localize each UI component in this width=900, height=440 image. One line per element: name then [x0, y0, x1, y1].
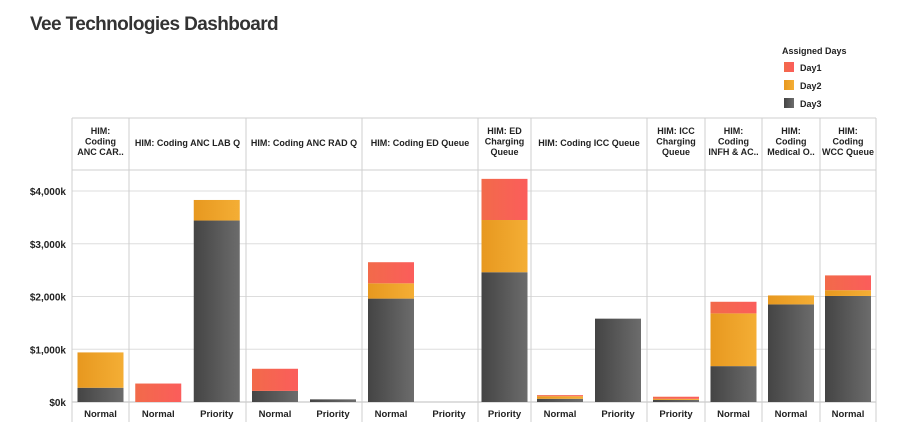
bar-segment-day3[interactable] [481, 272, 528, 402]
bar-segment-day2[interactable] [368, 283, 414, 299]
x-category-label: Priority [432, 409, 466, 420]
y-tick-label: $3,000k [30, 240, 67, 251]
panel-header-label: Charging [485, 137, 525, 147]
x-category-label: Priority [200, 409, 234, 420]
bar-segment-day1[interactable] [135, 383, 182, 402]
x-category-label: Priority [316, 409, 350, 420]
panel-header-label: INFH & AC.. [708, 147, 758, 157]
legend-title: Assigned Days [782, 46, 847, 56]
bar-layer [77, 178, 871, 402]
y-tick-label: $4,000k [30, 187, 67, 198]
panel-header-label: HIM: Coding ANC RAD Q [251, 138, 357, 148]
panel-header-label: HIM: [724, 126, 744, 136]
bar-segment-day1[interactable] [481, 178, 528, 221]
x-category-label: Normal [375, 409, 408, 420]
bar-segment-day3[interactable] [653, 399, 699, 402]
legend-label-day2: Day2 [800, 81, 822, 91]
x-category-label: Priority [601, 409, 635, 420]
panel-header-label: HIM: [91, 126, 111, 136]
legend-label-day1: Day1 [800, 63, 822, 73]
bar-segment-day2[interactable] [653, 398, 699, 400]
x-category-label: Priority [659, 409, 693, 420]
legend: Assigned Days Day1 Day2 Day3 [782, 46, 847, 109]
x-category-label: Normal [832, 409, 865, 420]
panel-header-label: ANC CAR.. [77, 147, 124, 157]
bar-segment-day2[interactable] [710, 313, 757, 367]
bar-segment-day1[interactable] [537, 395, 583, 397]
bar-segment-day2[interactable] [825, 290, 871, 296]
bar-segment-day2[interactable] [768, 295, 814, 305]
bar-segment-day3[interactable] [825, 295, 871, 402]
x-category-label: Normal [84, 409, 117, 420]
bar-segment-day3[interactable] [193, 220, 240, 402]
bar-segment-day3[interactable] [368, 298, 414, 402]
legend-swatch-day1 [784, 62, 794, 72]
panel-header-label: HIM: Coding ICC Queue [538, 138, 640, 148]
dashboard-title: Vee Technologies Dashboard [30, 14, 279, 35]
bar-segment-day1[interactable] [368, 262, 414, 284]
legend-items: Day1 Day2 Day3 [784, 62, 822, 109]
panel-header-label: WCC Queue [822, 147, 874, 157]
legend-label-day3: Day3 [800, 99, 822, 109]
bar-segment-day3[interactable] [710, 366, 757, 402]
x-category-label: Normal [259, 409, 292, 420]
panel-header-label: Queue [662, 147, 690, 157]
bar-segment-day1[interactable] [825, 275, 871, 291]
bar-segment-day2[interactable] [481, 220, 528, 273]
panel-header-label: Queue [490, 147, 518, 157]
bar-segment-day2[interactable] [193, 199, 240, 221]
bar-segment-day3[interactable] [77, 387, 124, 402]
panel-header-label: Medical O.. [767, 147, 815, 157]
panel-header-label: Coding [776, 137, 807, 147]
x-category-label: Normal [775, 409, 808, 420]
panel-header-label: HIM: Coding ANC LAB Q [135, 138, 240, 148]
panel-header-label: HIM: ED [487, 126, 522, 136]
bar-segment-day2[interactable] [77, 352, 124, 388]
x-category-label: Normal [142, 409, 175, 420]
panel-header-label: Coding [718, 137, 749, 147]
panel-header-label: Charging [656, 137, 696, 147]
panel-header-label: Coding [833, 137, 864, 147]
x-category-label: Normal [544, 409, 577, 420]
axis-layer: $0k $1,000k $2,000k $3,000k $4,000k Normal Nor… [30, 187, 865, 420]
bar-segment-day2[interactable] [537, 396, 583, 399]
panel-header-label: HIM: Coding ED Queue [371, 138, 470, 148]
x-category-label: Priority [488, 409, 522, 420]
y-tick-label: $1,000k [30, 345, 67, 356]
bar-segment-day1[interactable] [653, 396, 699, 399]
panel-header-label: HIM: ICC [657, 126, 695, 136]
bar-segment-day1[interactable] [252, 368, 298, 391]
panel-header-label: Coding [85, 137, 116, 147]
bar-segment-day3[interactable] [768, 304, 814, 402]
x-category-label: Normal [717, 409, 750, 420]
legend-swatch-day2 [784, 80, 794, 90]
bar-segment-day3[interactable] [252, 390, 298, 402]
bar-segment-day3[interactable] [595, 318, 641, 402]
legend-swatch-day3 [784, 98, 794, 108]
panel-header-label: HIM: [781, 126, 801, 136]
bar-segment-day3[interactable] [310, 399, 356, 402]
panel-header-label: HIM: [838, 126, 858, 136]
bar-segment-day1[interactable] [710, 301, 757, 314]
bar-segment-day3[interactable] [537, 398, 583, 402]
y-tick-label: $2,000k [30, 293, 67, 304]
y-tick-label: $0k [49, 398, 66, 409]
